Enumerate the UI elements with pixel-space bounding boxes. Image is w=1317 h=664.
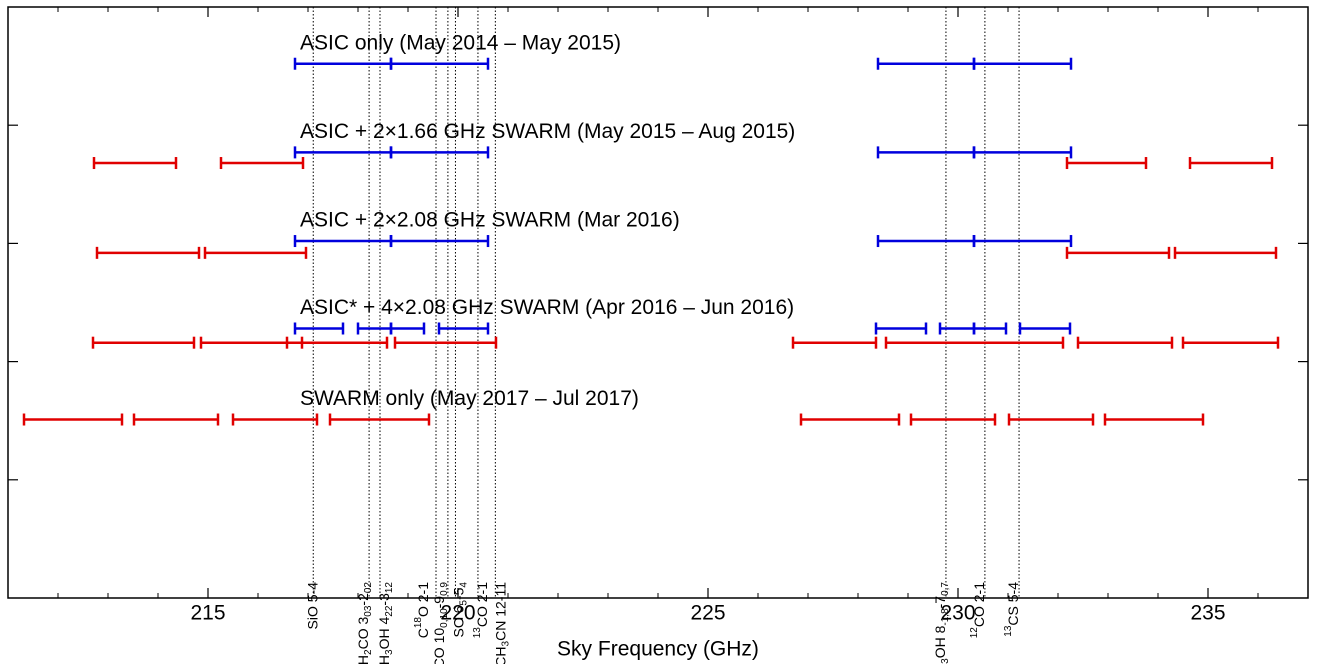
label-sub: 0,9 <box>439 582 450 596</box>
label-text: O 2-1 <box>415 582 431 617</box>
label-text: C <box>415 628 431 638</box>
label-text: -7 <box>932 596 948 609</box>
spectral-line-label: H2​CO 303​-202​ <box>355 582 374 664</box>
x-tick-label: 225 <box>690 602 725 625</box>
spectral-line-label: 13​CO 2-1 <box>472 582 490 638</box>
label-text: OH 4 <box>376 617 392 650</box>
label-sub: 0,10 <box>439 608 450 628</box>
spectral-line-label: CH3​OH 8-1,8​-70,7​ <box>932 582 951 664</box>
label-sub: -1,8 <box>940 608 951 626</box>
label-sub: 3 <box>940 658 951 664</box>
label-text: CO 3 <box>355 617 371 650</box>
label-text: CH <box>376 655 392 664</box>
spectral-line-label: SiO 5-4 <box>304 582 320 630</box>
label-text: CN 12-11 <box>492 582 508 641</box>
label-text: OH 8 <box>932 625 948 658</box>
label-sub: 3 <box>384 649 395 655</box>
x-tick-label: 230 <box>940 602 975 625</box>
label-sup: 18 <box>413 617 424 629</box>
row-label: ASIC + 2×2.08 GHz SWARM (Mar 2016) <box>300 209 680 232</box>
spectral-line-label: SO 65​-54​ <box>450 582 469 638</box>
label-sup: 13 <box>472 627 483 639</box>
label-sub: 3 <box>500 640 511 646</box>
row-label: ASIC only (May 2014 – May 2015) <box>300 31 621 54</box>
label-sub: 5 <box>458 600 469 606</box>
label-text: -2 <box>355 593 371 606</box>
x-tick-label: 235 <box>1190 602 1225 625</box>
label-text: CO 2-1 <box>474 582 490 627</box>
label-text: -3 <box>376 593 392 606</box>
label-text: -9 <box>431 596 447 609</box>
label-sub: 22 <box>384 605 395 617</box>
label-sub: 03 <box>363 605 374 617</box>
label-text: H <box>355 655 371 664</box>
row-label: SWARM only (May 2017 – Jul 2017) <box>300 387 639 410</box>
label-sub: 2 <box>363 649 374 655</box>
row-label: ASIC* + 4×2.08 GHz SWARM (Apr 2016 – Jun… <box>300 296 794 319</box>
label-sub: 4 <box>458 582 469 588</box>
spectral-line-label: 13​CS 5-4 <box>1003 582 1021 637</box>
x-tick-label: 220 <box>440 602 475 625</box>
spectral-line-label: HNCO 100,10​-90,9​ <box>431 582 450 664</box>
label-text: CH <box>492 646 508 664</box>
spectral-line-label: CH3​CN 12-11 <box>492 582 511 664</box>
x-axis-label: Sky Frequency (GHz) <box>557 638 759 661</box>
label-text: CS 5-4 <box>1005 582 1021 626</box>
x-tick-label: 215 <box>190 602 225 625</box>
label-text: SiO 5-4 <box>304 582 320 630</box>
spectral-line-label: 12​CO 2-1 <box>969 582 987 638</box>
label-sup: 13 <box>1003 625 1014 637</box>
label-text: SO 6 <box>450 605 466 637</box>
label-text: CO 2-1 <box>971 582 987 627</box>
label-text: HNCO 10 <box>431 628 447 664</box>
label-sup: 12 <box>969 627 980 639</box>
spectral-line-label: CH3​OH 422​-312​ <box>376 582 395 664</box>
row-label: ASIC + 2×1.66 GHz SWARM (May 2015 – Aug … <box>300 120 795 143</box>
label-text: -5 <box>450 587 466 600</box>
spectral-line-label: C18​O 2-1 <box>413 582 431 638</box>
label-sub: 0,7 <box>940 582 951 596</box>
label-sub: 02 <box>363 582 374 594</box>
label-sub: 12 <box>384 582 395 594</box>
